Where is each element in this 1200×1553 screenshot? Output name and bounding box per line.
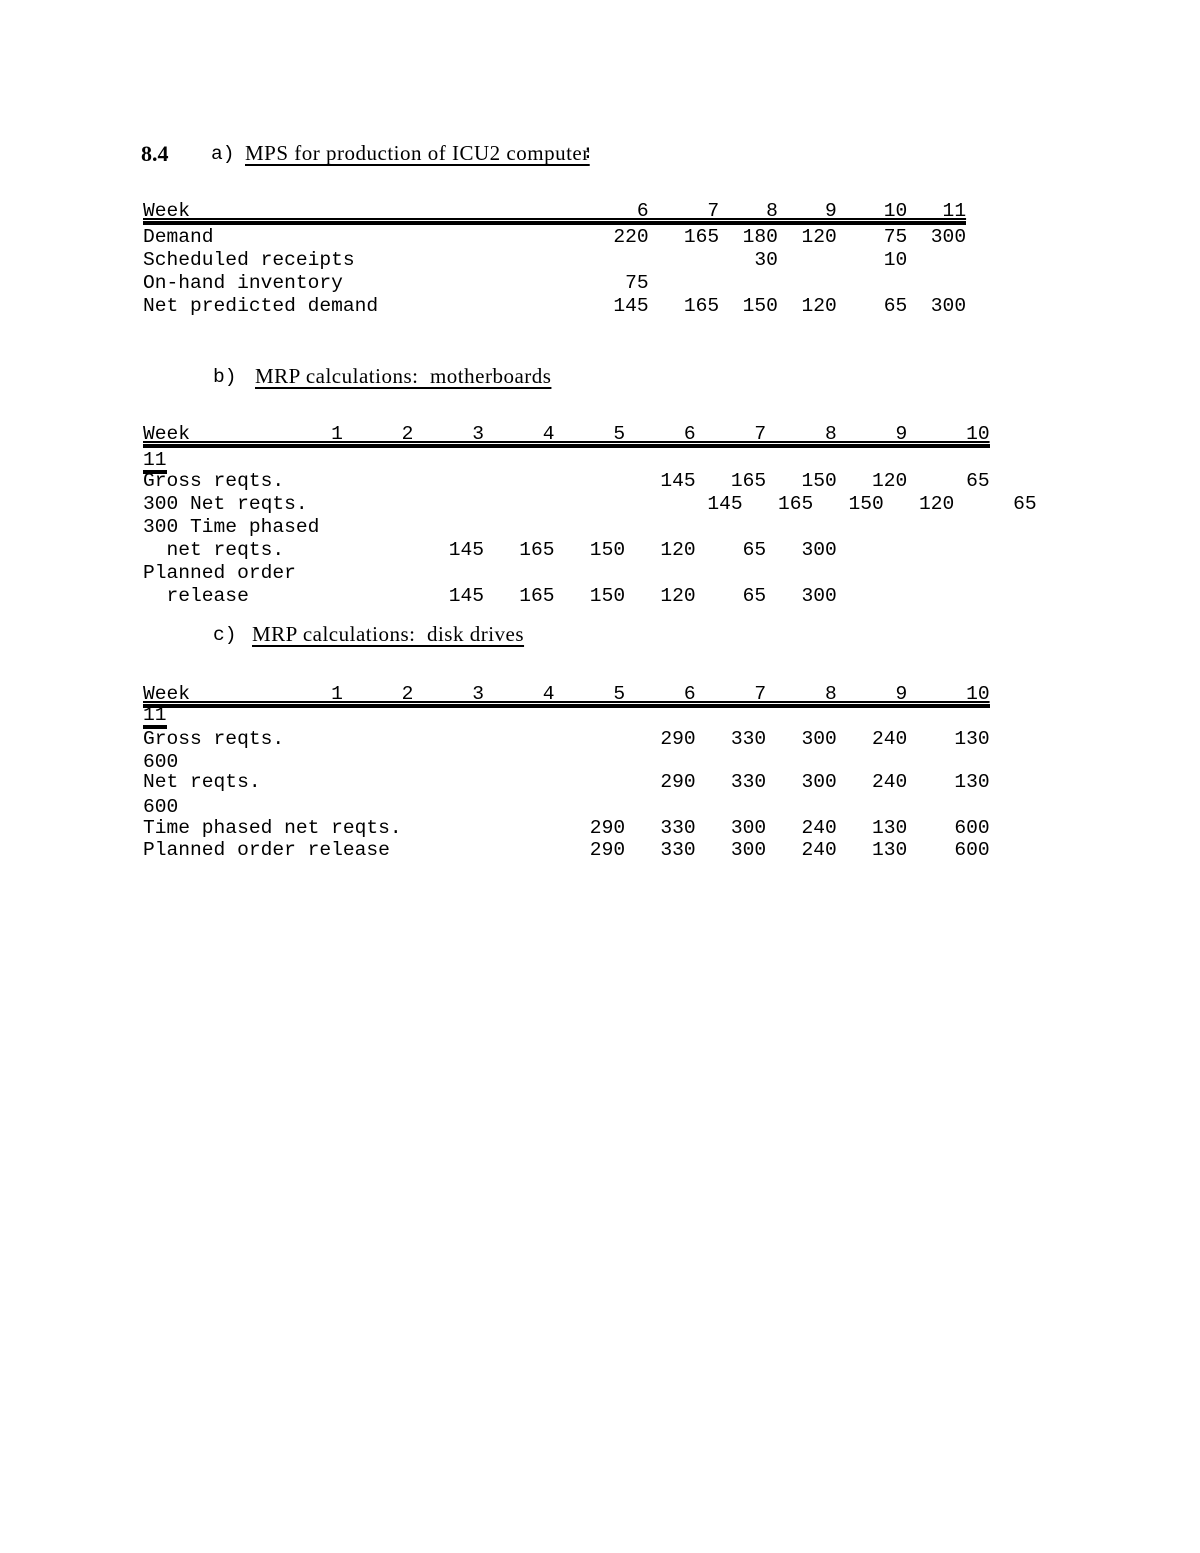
table-row-net-reqts: 300 Net reqts. 145 165 150 120 65 [143, 493, 1037, 515]
section-a-label: a) [211, 143, 235, 165]
table-row-gross-reqts: Gross reqts. 145 165 150 120 65 [143, 470, 990, 492]
mps-header-text: Week 6 7 8 9 10 11 [143, 201, 967, 225]
table-row-scheduled-receipts: Scheduled receipts 30 10 [143, 249, 908, 271]
table-row-net-reqts: Net reqts. 290 330 300 240 130 [143, 771, 990, 793]
table-row-gross-reqts: Gross reqts. 290 330 300 240 130 [143, 728, 990, 750]
section-a-title: MPS for production of ICU2 computer [245, 141, 590, 165]
table-row-net-predicted-demand: Net predicted demand 145 165 150 120 65 … [143, 295, 967, 317]
week-11-wrap-row: 11 [143, 450, 167, 474]
table-row-time-phased: 300 Time phased [143, 516, 320, 538]
week-11-wrap-text: 11 [143, 450, 167, 474]
table-row-planned-order: Planned order [143, 562, 296, 584]
table-header-row: Week 1 2 3 4 5 6 7 8 9 10 [143, 424, 990, 448]
disk-drives-header-text: Week 1 2 3 4 5 6 7 8 9 10 [143, 684, 990, 708]
table-row-planned-order-values: release 145 165 150 120 65 300 [143, 585, 837, 607]
section-c-label: c) [213, 624, 237, 646]
section-a-colon: : [582, 142, 594, 164]
section-c-heading: c) MRP calculations: disk drives [0, 622, 1200, 652]
section-a-heading: 8.4 a) MPS for production of ICU2 comput… [0, 141, 1200, 171]
table-row-planned-order-release: Planned order release 290 330 300 240 13… [143, 839, 990, 861]
table-row-demand: Demand 220 165 180 120 75 300 [143, 226, 967, 248]
section-b-title: MRP calculations: motherboards [255, 364, 552, 388]
table-header-row: Week 6 7 8 9 10 11 [143, 201, 967, 225]
week-11-wrap-text: 11 [143, 705, 167, 729]
motherboards-header-text: Week 1 2 3 4 5 6 7 8 9 10 [143, 424, 990, 448]
table-row-time-phased-values: net reqts. 145 165 150 120 65 300 [143, 539, 837, 561]
section-b-heading: b) MRP calculations: motherboards [0, 364, 1200, 394]
week-11-wrap-row: 11 [143, 705, 167, 729]
table-row-net-reqts-wrap: 600 [143, 796, 179, 818]
table-header-row: Week 1 2 3 4 5 6 7 8 9 10 [143, 684, 990, 708]
section-b-label: b) [213, 366, 237, 388]
section-c-title: MRP calculations: disk drives [252, 622, 525, 646]
table-row-gross-reqts-wrap: 600 [143, 751, 179, 773]
table-row-on-hand-inventory: On-hand inventory 75 [143, 272, 649, 294]
table-row-time-phased-net-reqts: Time phased net reqts. 290 330 300 240 1… [143, 817, 990, 839]
problem-number: 8.4 [141, 141, 169, 166]
